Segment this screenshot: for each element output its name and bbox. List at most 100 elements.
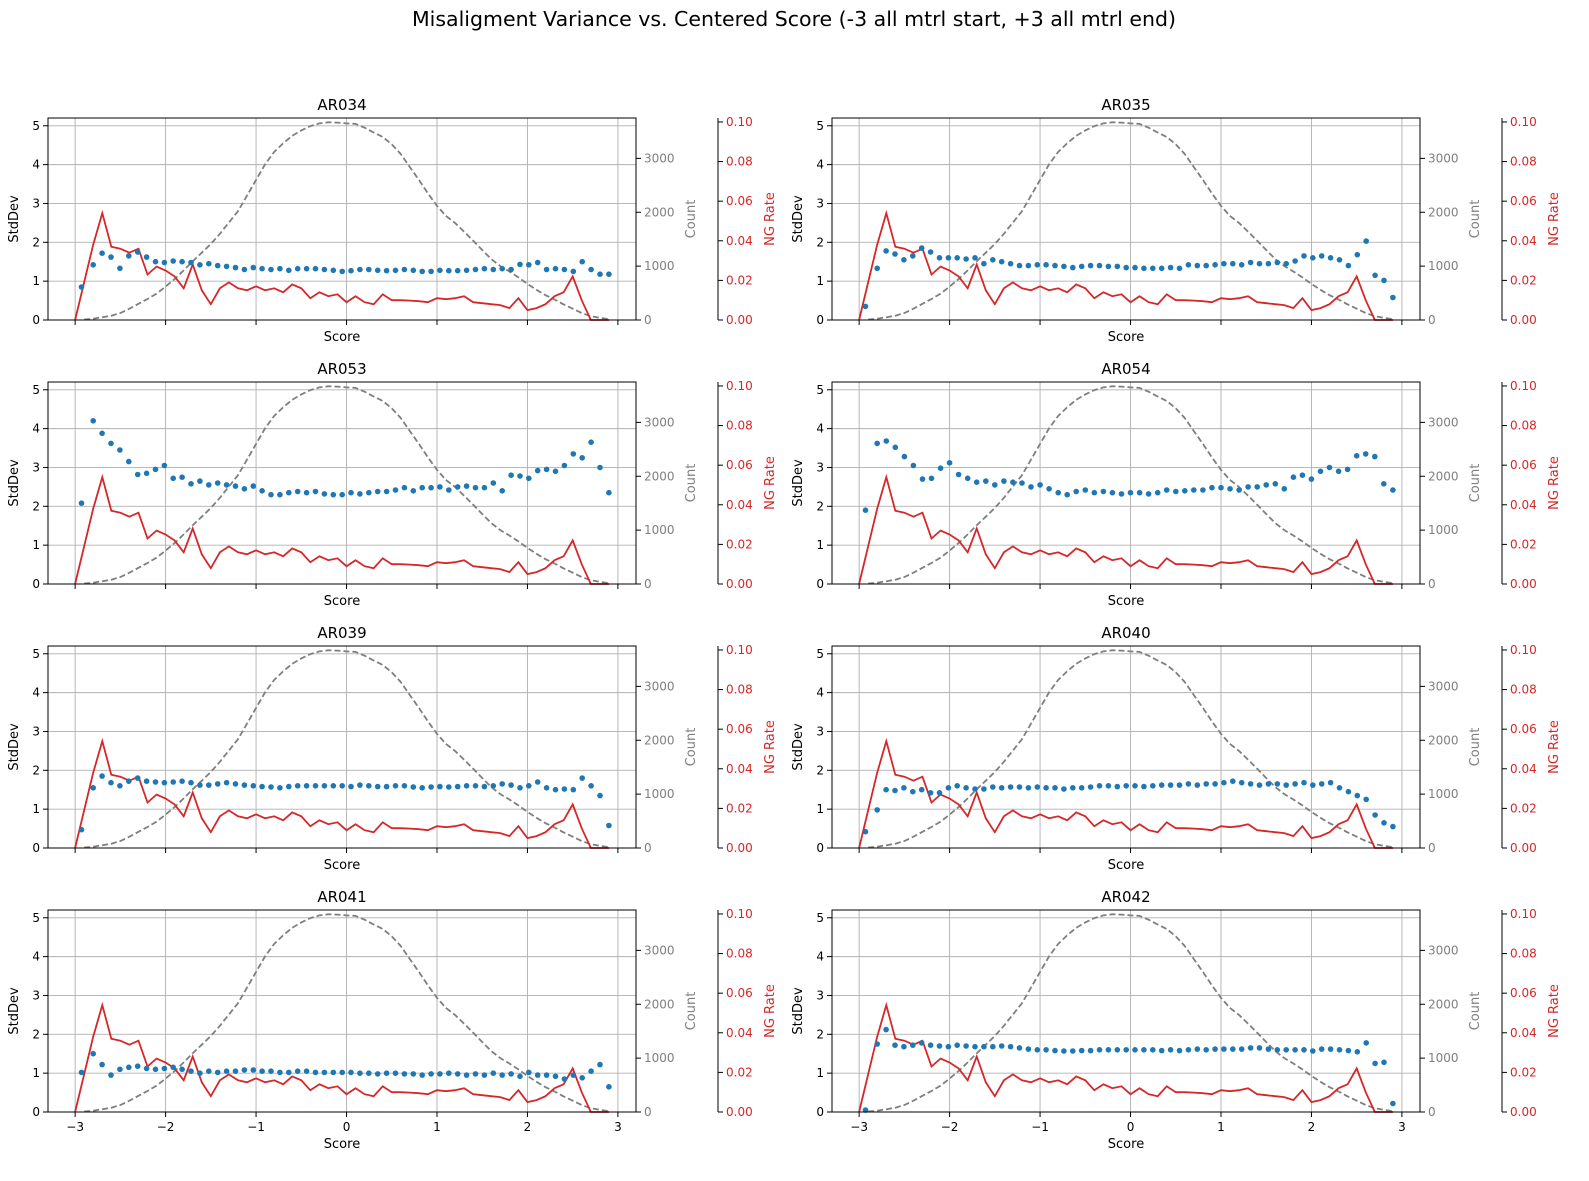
y-count-tick-label: 3000	[1428, 415, 1459, 429]
y-ng-tick-label: 0.10	[726, 907, 753, 921]
panels-container: AR034Score012345StdDev0100020003000Count…	[7, 96, 1562, 1152]
stddev-point	[517, 473, 523, 479]
y-ng-tick-label: 0.00	[1510, 841, 1537, 855]
y-count-tick-label: 1000	[1428, 259, 1459, 273]
stddev-point	[90, 262, 96, 268]
y-left-axis-label: StdDev	[7, 723, 22, 771]
stddev-point	[990, 784, 996, 790]
y-count-tick-label: 2000	[644, 997, 675, 1011]
y-ng-tick-label: 0.00	[726, 841, 753, 855]
stddev-point	[463, 783, 470, 789]
stddev-point	[463, 1072, 470, 1078]
stddev-point	[1173, 488, 1179, 495]
stddev-point	[1016, 784, 1023, 790]
stddev-point	[579, 775, 585, 781]
stddev-point	[1256, 782, 1263, 788]
stddev-point	[508, 782, 514, 788]
y-left-tick-label: 2	[32, 1027, 40, 1041]
stddev-point	[1209, 484, 1215, 491]
panel-ar035: AR035 Score 0 1 2 3 4 5 StdDev 0 1000 2000 3000 Count…	[791, 96, 1562, 345]
stddev-point	[1283, 1047, 1289, 1053]
stddev-point	[1381, 820, 1387, 826]
stddev-point	[1265, 1046, 1272, 1052]
stddev-point	[268, 266, 274, 273]
stddev-point	[927, 249, 934, 255]
stddev-point	[410, 784, 417, 790]
stddev-point	[374, 783, 381, 790]
y-left-tick-label: 3	[816, 724, 824, 738]
stddev-point	[892, 444, 899, 451]
stddev-point	[117, 447, 123, 453]
y-left-axis-label: StdDev	[7, 459, 22, 507]
stddev-point	[1345, 1047, 1352, 1054]
stddev-point	[392, 783, 399, 789]
y-count-tick-label: 0	[644, 841, 652, 855]
y-ng-axis-label: NG Rate	[1547, 456, 1562, 510]
stddev-point	[964, 475, 971, 482]
stddev-point	[1372, 1060, 1378, 1067]
stddev-point	[161, 462, 168, 469]
stddev-point	[1158, 1047, 1165, 1054]
stddev-point	[294, 1068, 301, 1074]
stddev-point	[1016, 262, 1023, 269]
stddev-point	[286, 1069, 292, 1076]
stddev-point	[1150, 1047, 1156, 1053]
stddev-point	[955, 471, 962, 478]
stddev-point	[1344, 466, 1351, 473]
stddev-point	[446, 784, 452, 790]
stddev-point	[410, 267, 417, 274]
y-count-tick-label: 2000	[644, 469, 675, 483]
y-ng-tick-label: 0.08	[726, 947, 753, 961]
y-left-tick-label: 4	[32, 422, 40, 436]
stddev-point	[179, 1066, 185, 1073]
stddev-point	[1238, 1046, 1245, 1052]
stddev-point	[1236, 487, 1242, 493]
y-ng-tick-label: 0.02	[1510, 273, 1537, 287]
panel-ar041: AR041 −3 −2 −1 0 1 2 3 Score 0 1 2 3 4 5 StdDev 0 1000 200…	[7, 888, 778, 1152]
stddev-point	[588, 783, 594, 789]
y-count-tick-label: 3000	[1428, 151, 1459, 165]
y-count-tick-label: 0	[1428, 841, 1436, 855]
stddev-point	[1362, 451, 1369, 457]
y-count-tick-label: 1000	[644, 259, 675, 273]
stddev-point	[1327, 779, 1334, 786]
panel-ar042: AR042 −3 −2 −1 0 1 2 3 Score 0 1 2 3 4 5 StdDev 0 1000 200…	[791, 888, 1562, 1152]
stddev-point	[1158, 265, 1165, 272]
y-left-tick-label: 4	[32, 950, 40, 964]
y-count-tick-label: 2000	[1428, 205, 1459, 219]
stddev-point	[1336, 785, 1343, 791]
stddev-point	[946, 460, 953, 466]
count-series-line	[868, 121, 1394, 321]
stddev-point	[161, 779, 168, 786]
stddev-point	[197, 1070, 203, 1076]
stddev-point	[561, 1076, 568, 1082]
stddev-point	[1345, 788, 1352, 795]
stddev-point	[1132, 1047, 1138, 1053]
stddev-point	[1263, 482, 1269, 488]
stddev-point	[1212, 262, 1218, 268]
stddev-point	[1141, 1047, 1147, 1053]
x-tick-label: −3	[850, 1120, 868, 1134]
y-left-tick-label: 2	[816, 499, 824, 513]
y-left-axis-label: StdDev	[7, 195, 22, 243]
stddev-point	[1301, 253, 1307, 259]
stddev-point	[188, 779, 194, 786]
y-left-tick-label: 3	[816, 196, 824, 210]
stddev-point	[1061, 1048, 1067, 1054]
stddev-point	[1353, 453, 1360, 459]
y-ng-tick-label: 0.02	[726, 537, 753, 551]
stddev-point	[936, 254, 943, 261]
stddev-point	[1118, 491, 1125, 497]
stddev-point	[214, 1069, 221, 1076]
count-series-line	[868, 385, 1394, 585]
y-ng-tick-label: 0.02	[1510, 1065, 1537, 1079]
stddev-point	[1318, 1046, 1325, 1052]
y-left-tick-label: 1	[816, 802, 824, 816]
stddev-point	[901, 257, 907, 263]
stddev-point	[232, 483, 239, 489]
stddev-point	[1176, 1047, 1183, 1054]
y-ng-tick-label: 0.06	[1510, 986, 1537, 1000]
stddev-point	[303, 265, 310, 272]
y-left-tick-label: 2	[32, 499, 40, 513]
stddev-point	[534, 779, 541, 785]
